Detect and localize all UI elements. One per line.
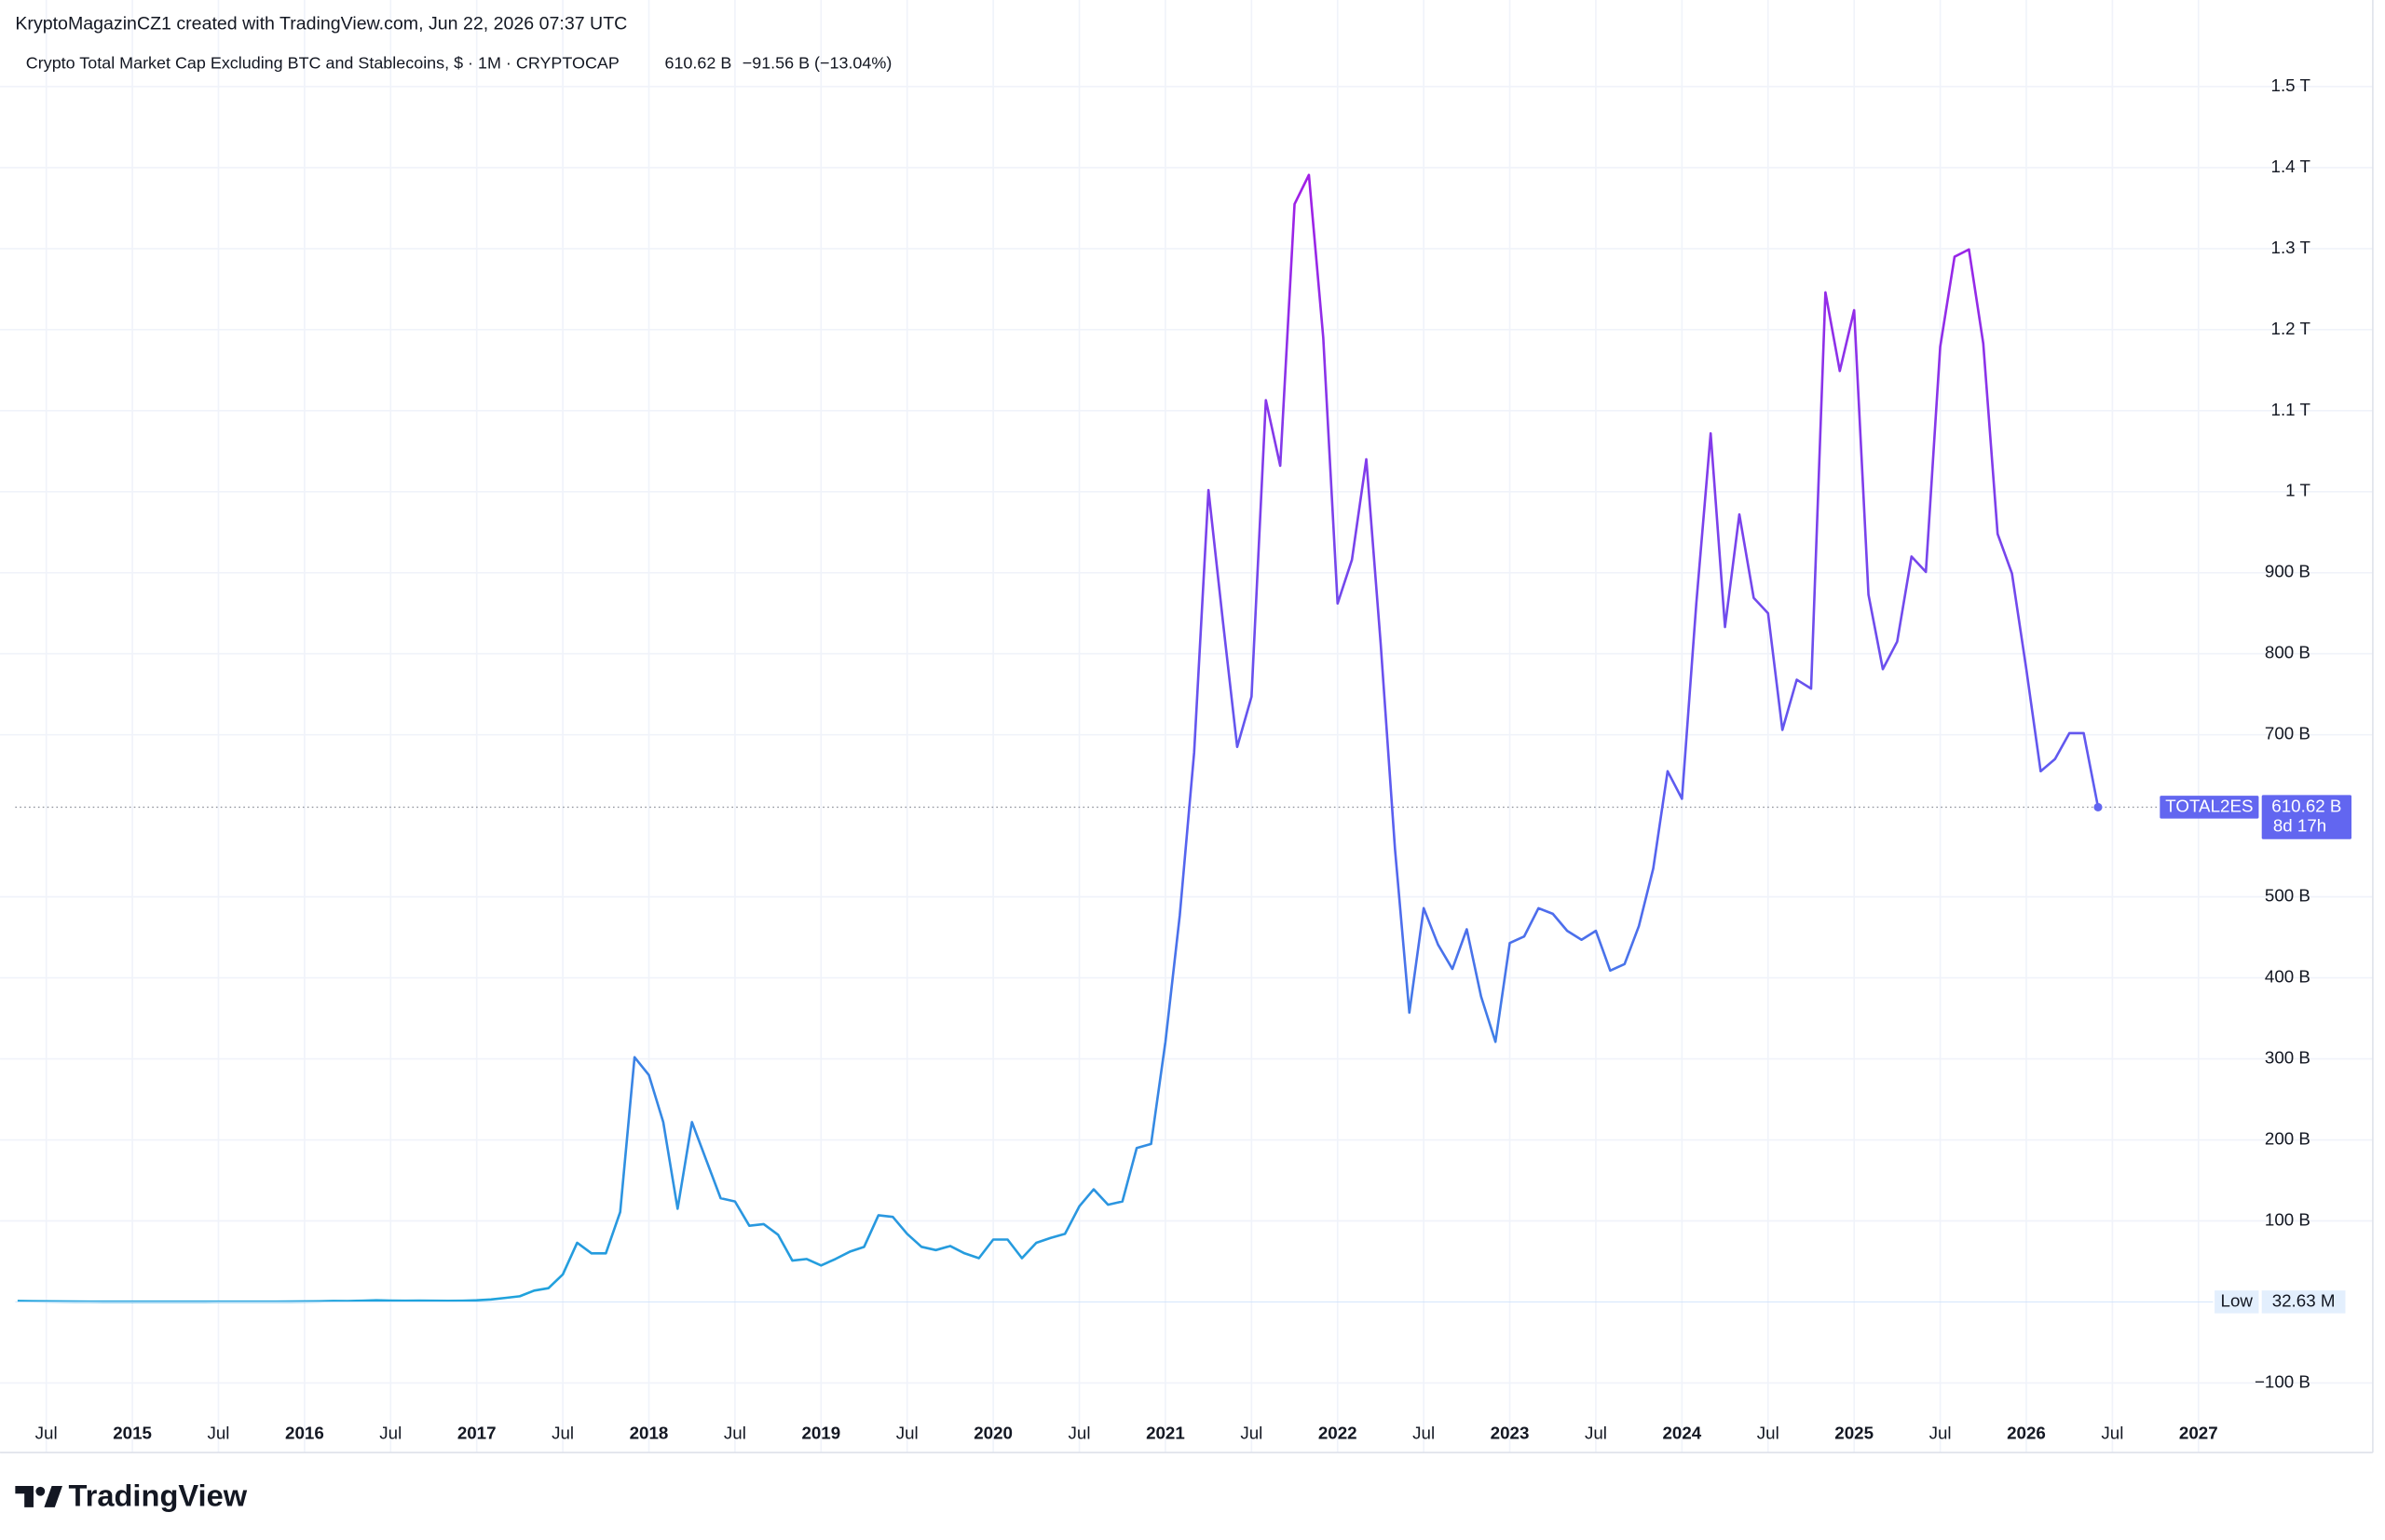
- y-tick-label: 100 B: [2265, 1209, 2310, 1229]
- y-tick-label: 1 T: [2285, 481, 2310, 500]
- price-box: [2261, 795, 2352, 839]
- y-tick-label: 1.3 T: [2271, 238, 2311, 257]
- y-tick-label: 900 B: [2265, 562, 2310, 581]
- low-value-label: 32.63 M: [2272, 1290, 2336, 1310]
- x-tick-label: 2025: [1834, 1423, 1874, 1442]
- x-tick-label: Jul: [1069, 1423, 1091, 1442]
- legend-change: −91.56 B (−13.04%): [743, 53, 893, 72]
- x-tick-label: Jul: [1757, 1423, 1779, 1442]
- x-tick-label: 2018: [630, 1423, 669, 1442]
- low-box: [2215, 1290, 2259, 1314]
- x-tick-label: 2023: [1491, 1423, 1530, 1442]
- x-tick-label: Jul: [1929, 1423, 1952, 1442]
- y-tick-label: 700 B: [2265, 724, 2310, 743]
- y-tick-label: 1.4 T: [2271, 157, 2311, 176]
- x-tick-label: Jul: [379, 1423, 402, 1442]
- countdown: 8d 17h: [2273, 816, 2326, 836]
- x-tick-label: Jul: [35, 1423, 58, 1442]
- last-point: [2093, 802, 2103, 811]
- symbol-label: TOTAL2ES: [2165, 796, 2253, 815]
- x-tick-label: Jul: [896, 1423, 919, 1442]
- y-tick-label: 500 B: [2265, 886, 2310, 906]
- x-tick-label: Jul: [1240, 1423, 1262, 1442]
- x-tick-label: 2022: [1318, 1423, 1357, 1442]
- logo-mark: [15, 1486, 34, 1507]
- symbol-box: [2160, 796, 2259, 819]
- low-value-box: [2261, 1290, 2346, 1314]
- x-tick-label: 2021: [1146, 1423, 1185, 1442]
- logo-slash: [44, 1486, 62, 1507]
- low-label: Low: [2221, 1290, 2254, 1310]
- x-tick-label: 2027: [2179, 1423, 2218, 1442]
- y-tick-label: 400 B: [2265, 967, 2310, 987]
- x-tick-label: 2020: [974, 1423, 1013, 1442]
- credit: KryptoMagazinCZ1 created with TradingVie…: [15, 13, 627, 34]
- y-tick-label: 800 B: [2265, 643, 2310, 662]
- x-tick-label: 2016: [285, 1423, 324, 1442]
- y-tick-label: 300 B: [2265, 1048, 2310, 1068]
- x-tick-label: 2024: [1662, 1423, 1701, 1442]
- y-tick-label: 200 B: [2265, 1128, 2310, 1148]
- x-tick-label: 2019: [801, 1423, 840, 1442]
- brand-logo: TradingView: [15, 1479, 248, 1513]
- x-tick-label: Jul: [724, 1423, 746, 1442]
- y-tick-label: 1.1 T: [2271, 400, 2311, 419]
- y-tick-label: 1.5 T: [2271, 75, 2311, 95]
- x-tick-label: 2017: [457, 1423, 497, 1442]
- price-label: 610.62 B: [2271, 796, 2341, 815]
- brand: TradingView: [69, 1479, 248, 1513]
- series-line: [17, 173, 2100, 1303]
- x-tick-label: Jul: [1412, 1423, 1435, 1442]
- x-tick-label: Jul: [2101, 1423, 2123, 1442]
- chart-title: Crypto Total Market Cap Excluding BTC an…: [26, 53, 620, 72]
- grid: [0, 0, 2373, 1453]
- x-tick-label: Jul: [1585, 1423, 1607, 1442]
- x-tick-label: 2015: [113, 1423, 152, 1442]
- x-tick-label: Jul: [207, 1423, 229, 1442]
- logo-dot: [35, 1486, 46, 1496]
- y-tick-label: 1.2 T: [2271, 319, 2311, 338]
- x-tick-label: Jul: [552, 1423, 574, 1442]
- x-tick-label: 2026: [2007, 1423, 2046, 1442]
- legend-value: 610.62 B: [664, 53, 731, 72]
- y-tick-label: −100 B: [2255, 1371, 2310, 1391]
